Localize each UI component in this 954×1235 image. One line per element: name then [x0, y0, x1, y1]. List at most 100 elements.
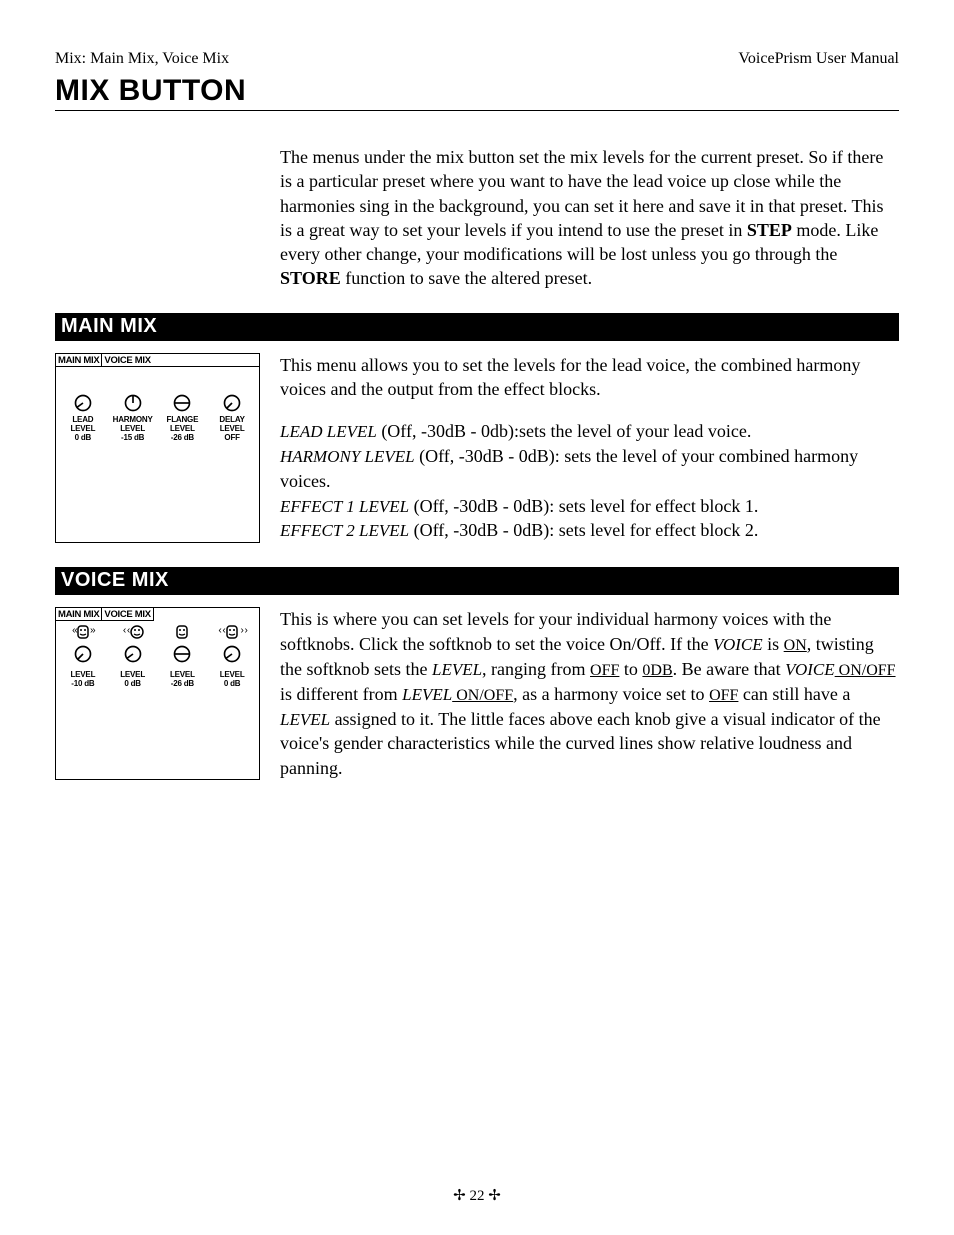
knob-label: LEAD — [72, 415, 93, 424]
page-number: ✢ 22 ✢ — [0, 1186, 954, 1205]
vm-voice: VOICE — [785, 660, 835, 679]
face-icon — [130, 625, 144, 639]
header-left: Mix: Main Mix, Voice Mix — [55, 50, 229, 68]
knob-value: 0 dB — [224, 679, 241, 688]
main-mix-heading: MAIN MIX — [55, 313, 899, 341]
page-title: MIX BUTTON — [55, 74, 899, 111]
knob-value: -26 dB — [171, 679, 194, 688]
harmony-level-knob: HARMONY LEVEL -15 dB — [108, 393, 158, 442]
voice-mix-text: This is where you can set levels for you… — [280, 607, 899, 780]
vm-onoff: ON/OFF — [835, 662, 896, 679]
page-header: Mix: Main Mix, Voice Mix VoicePrism User… — [55, 50, 899, 68]
knob-icon — [73, 393, 93, 413]
voice-face-1: « » — [58, 624, 108, 640]
param-label: LEAD LEVEL — [280, 422, 377, 441]
lead-level-knob: LEAD LEVEL 0 dB — [58, 393, 108, 442]
param-desc: (Off, -30dB - 0dB): sets level for effec… — [409, 520, 758, 540]
param-effect1: EFFECT 1 LEVEL (Off, -30dB - 0dB): sets … — [280, 494, 899, 519]
vm-text: is — [763, 634, 784, 654]
main-mix-text: This menu allows you to set the levels f… — [280, 353, 899, 544]
voice-mix-heading: VOICE MIX — [55, 567, 899, 595]
voice-mix-value-row: LEVEL-10 dB LEVEL0 dB LEVEL-26 dB LEVEL0… — [56, 666, 259, 688]
voice-label-col: LEVEL-10 dB — [58, 670, 108, 688]
knob-label: LEVEL — [220, 670, 245, 679]
param-harmony: HARMONY LEVEL (Off, -30dB - 0dB): sets t… — [280, 444, 899, 493]
knob-label: LEVEL — [120, 424, 145, 433]
tab-voice-mix: VOICE MIX — [102, 608, 153, 621]
tab-main-mix: MAIN MIX — [56, 608, 102, 621]
wave-left-icon: ‹‹ — [217, 627, 225, 637]
knob-label: LEVEL — [170, 670, 195, 679]
voice4-level-knob — [207, 644, 257, 666]
vm-text: is different from — [280, 684, 402, 704]
knob-label: FLANGE — [167, 415, 199, 424]
voice2-level-knob — [108, 644, 158, 666]
lcd-tabs: MAIN MIX VOICE MIX — [56, 608, 259, 621]
voice-face-4: ‹‹ ›› — [207, 624, 257, 640]
face-icon — [225, 625, 239, 639]
vm-voice: VOICE — [713, 635, 763, 654]
voice-label-col: LEVEL0 dB — [108, 670, 158, 688]
param-label: HARMONY LEVEL — [280, 447, 415, 466]
knob-value: 0 dB — [75, 433, 92, 442]
knob-value: OFF — [224, 433, 239, 442]
flange-level-knob: FLANGE LEVEL -26 dB — [158, 393, 208, 442]
knob-icon — [123, 393, 143, 413]
voice-mix-knob-row — [56, 640, 259, 666]
store-label: STORE — [280, 268, 341, 288]
main-mix-knob-row: LEAD LEVEL 0 dB HARMONY LEVEL -15 dB FLA… — [56, 389, 259, 442]
vm-onoff: ON/OFF — [452, 687, 513, 704]
face-icon — [175, 625, 189, 639]
voice-label-col: LEVEL0 dB — [207, 670, 257, 688]
vm-text: assigned to it. The little faces above e… — [280, 709, 881, 778]
main-mix-lcd: MAIN MIX VOICE MIX LEAD LEVEL 0 dB HARMO… — [55, 353, 260, 544]
voice3-level-knob — [158, 644, 208, 666]
knob-icon — [172, 644, 192, 664]
knob-label: LEVEL — [170, 424, 195, 433]
vm-text: . Be aware that — [673, 659, 785, 679]
param-lead: LEAD LEVEL (Off, -30dB - 0db):sets the l… — [280, 419, 899, 444]
vm-off: OFF — [590, 662, 619, 679]
voice1-level-knob — [58, 644, 108, 666]
face-indicator-row: « » ‹‹ ‹‹ ›› — [56, 621, 259, 640]
vm-level: LEVEL — [402, 685, 452, 704]
vm-text: to — [619, 659, 642, 679]
intro-paragraph: The menus under the mix button set the m… — [280, 145, 899, 291]
knob-value: 0 dB — [124, 679, 141, 688]
lcd-tabs: MAIN MIX VOICE MIX — [56, 354, 259, 367]
tab-voice-mix: VOICE MIX — [102, 354, 259, 367]
param-effect2: EFFECT 2 LEVEL (Off, -30dB - 0dB): sets … — [280, 518, 899, 543]
knob-icon — [73, 644, 93, 664]
delay-level-knob: DELAY LEVEL OFF — [207, 393, 257, 442]
knob-label: HARMONY — [113, 415, 153, 424]
knob-label: LEVEL — [120, 670, 145, 679]
knob-icon — [123, 644, 143, 664]
knob-icon — [172, 393, 192, 413]
knob-value: -15 dB — [121, 433, 144, 442]
param-desc: (Off, -30dB - 0dB): sets level for effec… — [409, 496, 758, 516]
knob-icon — [222, 644, 242, 664]
knob-label: LEVEL — [70, 424, 95, 433]
knob-value: -10 dB — [71, 679, 94, 688]
vm-on: ON — [784, 637, 807, 654]
main-mix-para: This menu allows you to set the levels f… — [280, 353, 899, 402]
wave-right-icon: ›› — [239, 627, 247, 637]
vm-off: OFF — [709, 687, 738, 704]
page-number-value: 22 — [470, 1188, 485, 1204]
main-mix-section: MAIN MIX VOICE MIX LEAD LEVEL 0 dB HARMO… — [55, 353, 899, 544]
header-right: VoicePrism User Manual — [738, 50, 899, 68]
vm-level: LEVEL — [280, 710, 330, 729]
voice-mix-lcd: MAIN MIX VOICE MIX « » ‹‹ ‹‹ — [55, 607, 260, 780]
param-label: EFFECT 2 LEVEL — [280, 521, 409, 540]
knob-label: LEVEL — [70, 670, 95, 679]
voice-label-col: LEVEL-26 dB — [158, 670, 208, 688]
param-desc: (Off, -30dB - 0db):sets the level of you… — [377, 421, 752, 441]
vm-text: can still have a — [738, 684, 850, 704]
wave-left-icon: ‹‹ — [122, 627, 130, 637]
vm-level: LEVEL — [432, 660, 482, 679]
knob-icon — [222, 393, 242, 413]
intro-text-3: function to save the altered preset. — [341, 268, 592, 288]
param-label: EFFECT 1 LEVEL — [280, 497, 409, 516]
vm-0db: 0DB — [642, 662, 672, 679]
wave-right-icon: » — [90, 627, 94, 637]
